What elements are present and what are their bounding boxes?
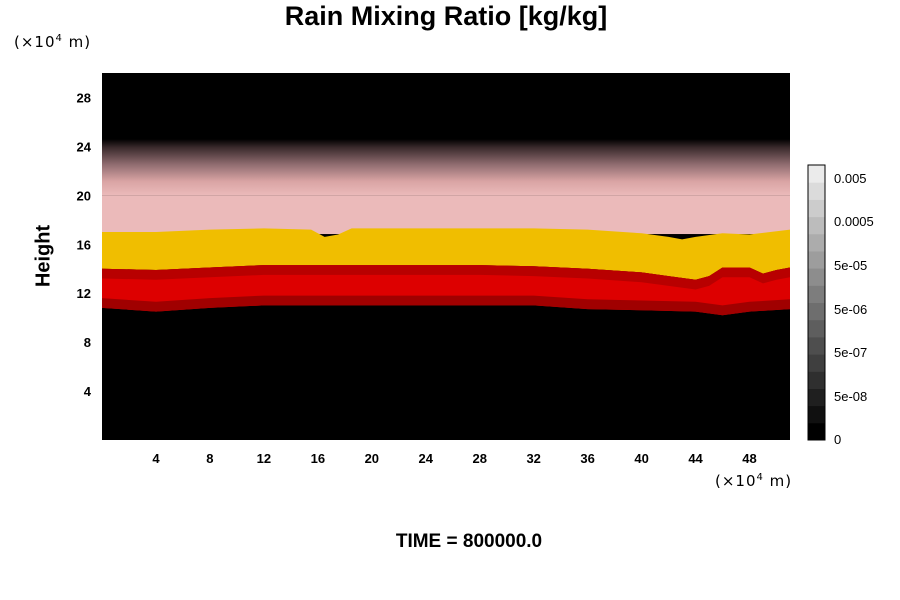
chart-title: Rain Mixing Ratio [kg/kg] <box>284 1 608 31</box>
colorbar-label: 5e-06 <box>834 302 867 317</box>
colorbar-swatch <box>808 285 825 303</box>
colorbar-swatch <box>808 268 825 286</box>
x-tick-label: 44 <box>688 451 703 466</box>
x-tick-label: 24 <box>419 451 434 466</box>
y-ticks: 4 8 12 16 20 24 28 <box>77 90 92 399</box>
colorbar-swatch <box>808 354 825 372</box>
y-tick-label: 20 <box>77 188 91 203</box>
colorbar-swatch <box>808 371 825 389</box>
red-band-edge <box>102 265 790 290</box>
x-tick-label: 16 <box>311 451 325 466</box>
colorbar-swatch <box>808 302 825 321</box>
y-tick-label: 28 <box>77 90 91 105</box>
colorbar: 0.005 0.0005 5e-05 5e-06 5e-07 5e-08 0 <box>807 164 874 447</box>
colorbar-swatch <box>808 336 825 355</box>
colorbar-swatch <box>808 388 825 407</box>
pink-layer <box>102 195 790 235</box>
colorbar-label: 0.005 <box>834 171 867 186</box>
fade-layer <box>102 139 790 196</box>
colorbar-swatch <box>808 199 825 218</box>
colorbar-swatch <box>808 182 825 200</box>
colorbar-swatch <box>808 405 825 424</box>
y-tick-label: 12 <box>77 286 91 301</box>
yellow-band <box>102 228 790 280</box>
y-tick-label: 4 <box>84 384 92 399</box>
colorbar-swatch <box>808 250 825 269</box>
y-tick-label: 16 <box>77 237 91 252</box>
colorbar-swatch <box>808 233 825 252</box>
x-tick-label: 48 <box>742 451 756 466</box>
colorbar-label: 0 <box>834 432 841 447</box>
colorbar-label: 5e-08 <box>834 389 867 404</box>
time-label: TIME = 800000.0 <box>395 531 543 552</box>
x-tick-label: 40 <box>634 451 648 466</box>
colorbar-swatch <box>808 216 825 235</box>
colorbar-frame <box>807 164 826 441</box>
x-tick-label: 4 <box>152 451 160 466</box>
x-tick-label: 32 <box>526 451 540 466</box>
colorbar-swatch <box>808 422 825 441</box>
y-tick-label: 8 <box>84 335 91 350</box>
colorbar-label: 5e-05 <box>834 258 867 273</box>
colorbar-swatch <box>808 165 825 183</box>
x-tick-label: 12 <box>257 451 271 466</box>
y-axis-unit: (×104 m) <box>14 33 92 51</box>
x-axis-unit: (×104 m) <box>715 472 793 490</box>
contour-layers <box>102 139 790 316</box>
colorbar-label: 0.0005 <box>834 214 874 229</box>
red-band-bottom-edge <box>102 295 790 316</box>
x-tick-label: 8 <box>206 451 213 466</box>
colorbar-label: 5e-07 <box>834 345 867 360</box>
x-tick-label: 20 <box>365 451 379 466</box>
colorbar-swatch <box>808 319 825 338</box>
x-tick-label: 28 <box>472 451 486 466</box>
y-tick-label: 24 <box>77 139 92 154</box>
x-ticks: 4 8 12 16 20 24 28 32 36 40 44 48 <box>152 451 756 466</box>
x-tick-label: 36 <box>580 451 594 466</box>
